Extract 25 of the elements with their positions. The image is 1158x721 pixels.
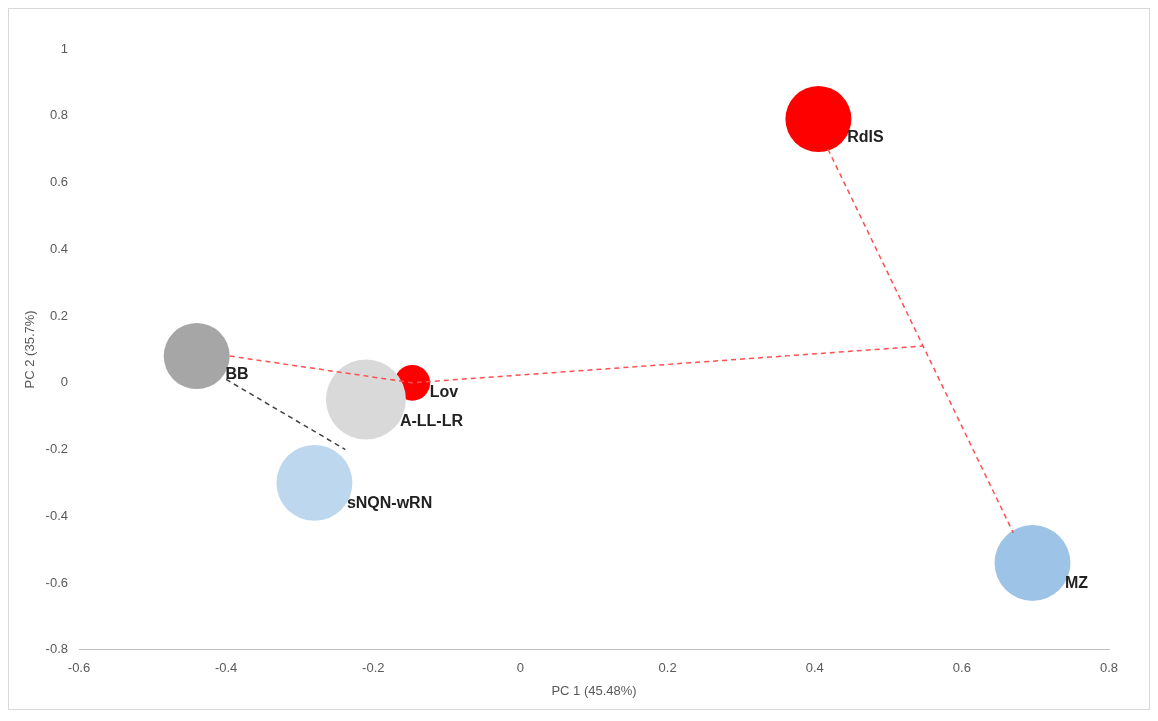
y-tick-label: 0.4 [49,240,68,256]
x-tick-label: -0.2 [362,660,385,676]
series-label: sNQN-wRN [346,494,433,512]
x-axis-title: PC 1 (45.48%) [551,682,637,698]
y-tick-label: -0.6 [45,574,68,590]
y-axis-title: PC 2 (35.7%) [22,310,38,389]
y-tick-label: -0.2 [45,441,68,457]
x-tick-label: 0.8 [1099,660,1119,676]
x-tick-label: 0.6 [952,660,971,676]
series-label: BB [225,364,249,382]
y-tick-label: 0.8 [49,107,68,123]
x-tick-label: -0.4 [214,660,238,676]
y-tick-label: -0.4 [45,507,68,523]
series-label: MZ [1064,574,1089,592]
y-tick-label: -0.8 [45,641,68,657]
series-label: A-LL-LR [399,411,464,429]
y-tick-label: 0 [60,374,68,390]
x-tick-label: 0 [516,660,525,676]
x-tick-label: 0.4 [805,660,824,676]
series-label: RdlS [847,127,884,145]
x-tick-label: 0.2 [658,660,677,676]
y-tick-label: 1 [60,40,68,56]
series-label: Lov [429,383,459,401]
y-tick-label: 0.6 [49,174,68,190]
y-tick-label: 0.2 [49,307,68,323]
